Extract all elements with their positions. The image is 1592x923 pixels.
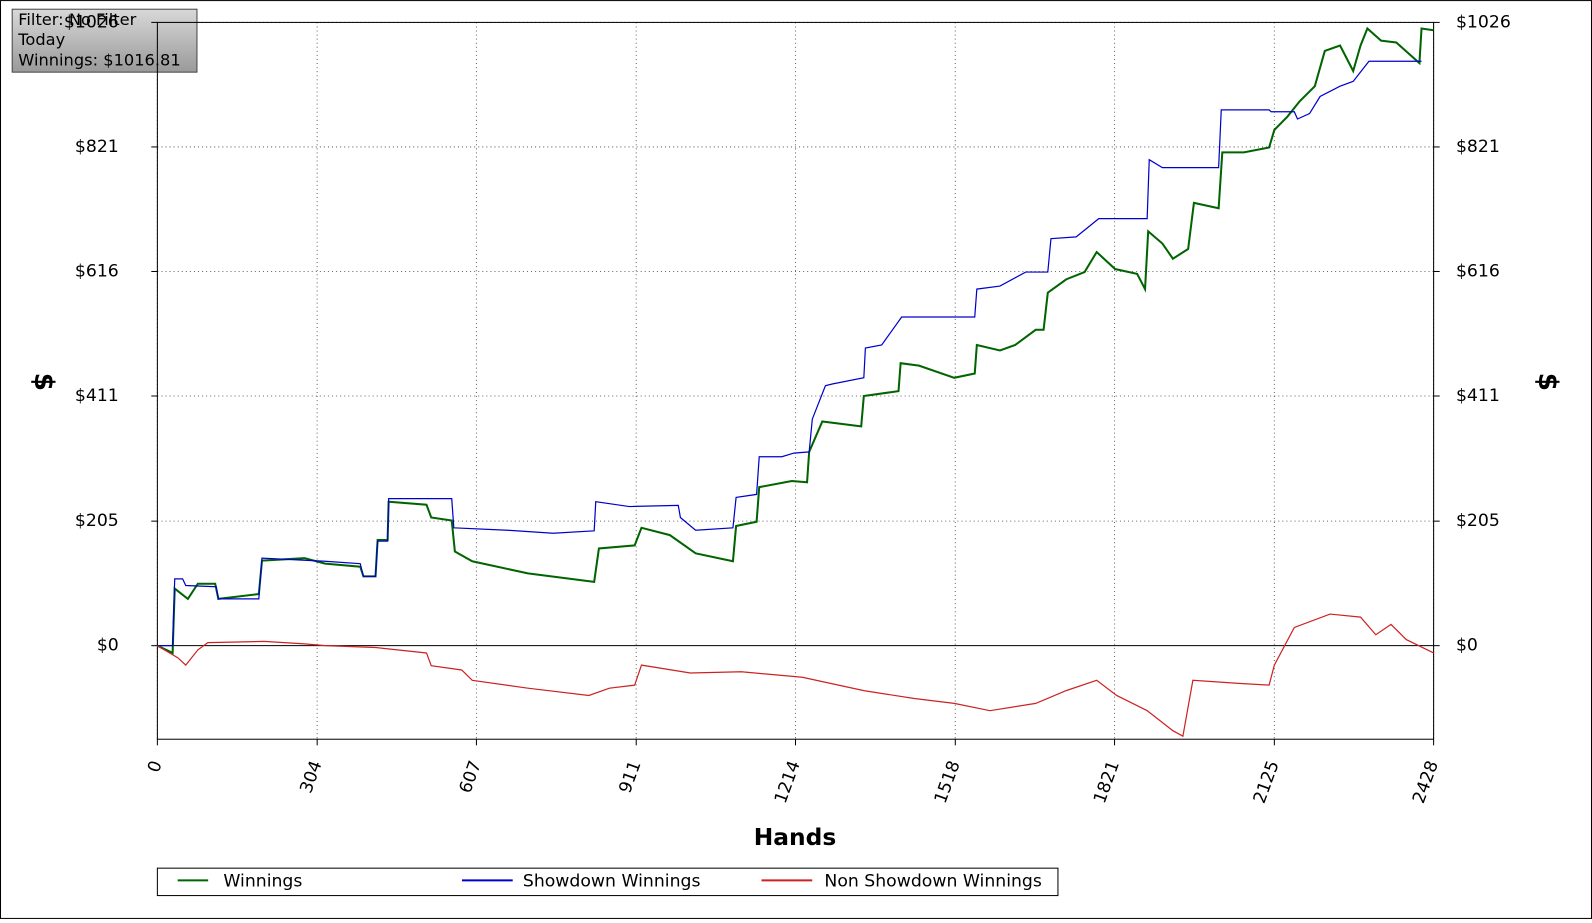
y2-tick-label: $0 xyxy=(1456,636,1478,656)
y2-tick-label: $821 xyxy=(1456,137,1500,157)
legend-label: Non Showdown Winnings xyxy=(824,871,1041,891)
legend-label: Winnings xyxy=(223,871,302,891)
y-tick-label: $616 xyxy=(75,261,119,281)
y2-tick-label: $1026 xyxy=(1456,12,1511,32)
y-tick-label: $411 xyxy=(75,386,119,406)
y-tick-label: $205 xyxy=(75,511,119,531)
plot-border xyxy=(156,21,1435,740)
legend xyxy=(156,867,1059,897)
y-tick-label: $0 xyxy=(97,636,119,656)
y-tick-label: $1026 xyxy=(64,12,119,32)
series-line xyxy=(157,613,1434,738)
series-line xyxy=(157,60,1422,647)
winnings-text: Winnings: $1016.81 xyxy=(18,50,180,69)
x-axis-label: Hands xyxy=(754,823,837,851)
y2-tick-label: $616 xyxy=(1456,261,1500,281)
y2-axis-label: $ xyxy=(1532,373,1562,391)
y2-tick-label: $205 xyxy=(1456,511,1500,531)
y2-tick-label: $411 xyxy=(1456,386,1500,406)
y-axis-label: $ xyxy=(28,373,58,391)
filter-box xyxy=(11,8,198,73)
legend-label: Showdown Winnings xyxy=(523,871,701,891)
y-tick-label: $821 xyxy=(75,137,119,157)
period-text: Today xyxy=(17,30,65,49)
filter-text: Filter: No Filter xyxy=(18,10,136,29)
